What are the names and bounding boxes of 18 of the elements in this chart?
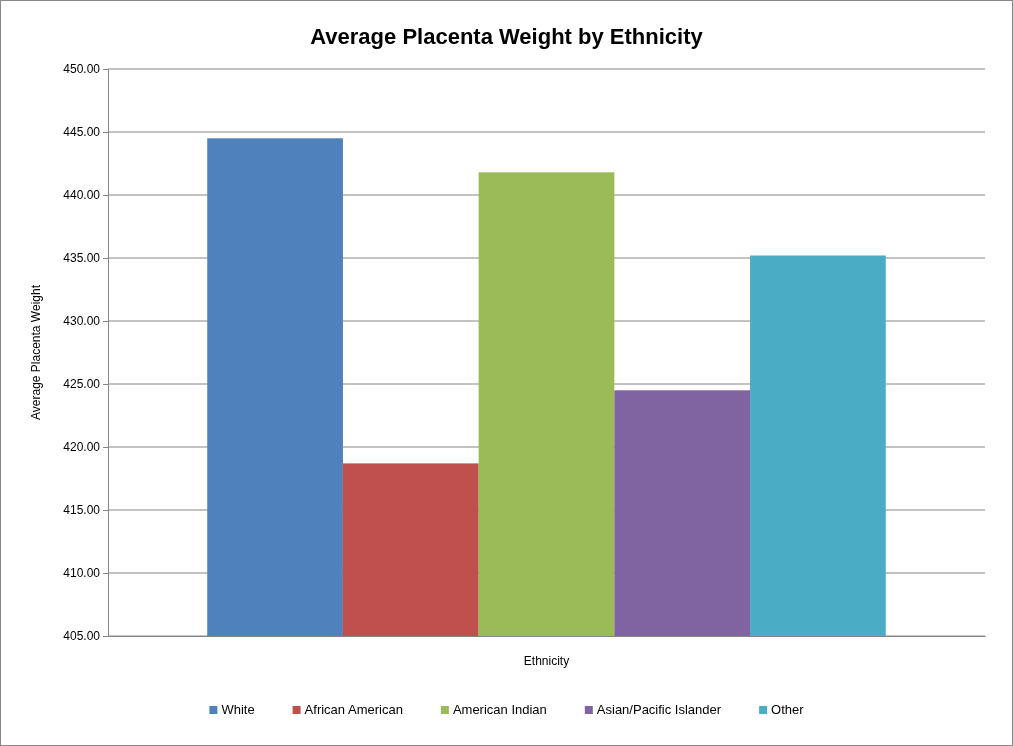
chart-title: Average Placenta Weight by Ethnicity [310,24,704,49]
y-tick-label: 420.00 [63,440,101,455]
legend-label: Asian/Pacific Islander [596,702,722,717]
legend-label: American Indian [452,702,547,717]
y-tick-label: 430.00 [63,314,101,329]
x-axis-title: Ethnicity [523,654,570,668]
y-tick-label: 450.00 [63,62,101,77]
y-axis-title: Average Placenta Weight [29,284,43,420]
legend-label: Other [771,702,805,717]
legend-label: African American [304,702,403,717]
y-tick-label: 415.00 [63,503,101,518]
y-tick-label: 405.00 [63,629,101,644]
y-tick-label: 425.00 [63,377,101,392]
y-tick-label: 440.00 [63,188,101,203]
y-tick-label: 445.00 [63,125,101,140]
y-tick-label: 410.00 [63,566,101,581]
y-tick-label: 435.00 [63,251,101,266]
legend-label: White [221,702,255,717]
